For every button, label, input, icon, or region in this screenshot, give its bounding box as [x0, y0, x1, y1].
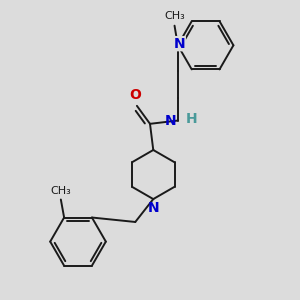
Text: CH₃: CH₃ [50, 186, 71, 196]
Text: H: H [186, 112, 198, 126]
Text: N: N [148, 201, 159, 215]
Text: N: N [164, 114, 176, 128]
Text: O: O [129, 88, 141, 102]
Text: CH₃: CH₃ [164, 11, 185, 21]
Text: N: N [174, 37, 185, 51]
